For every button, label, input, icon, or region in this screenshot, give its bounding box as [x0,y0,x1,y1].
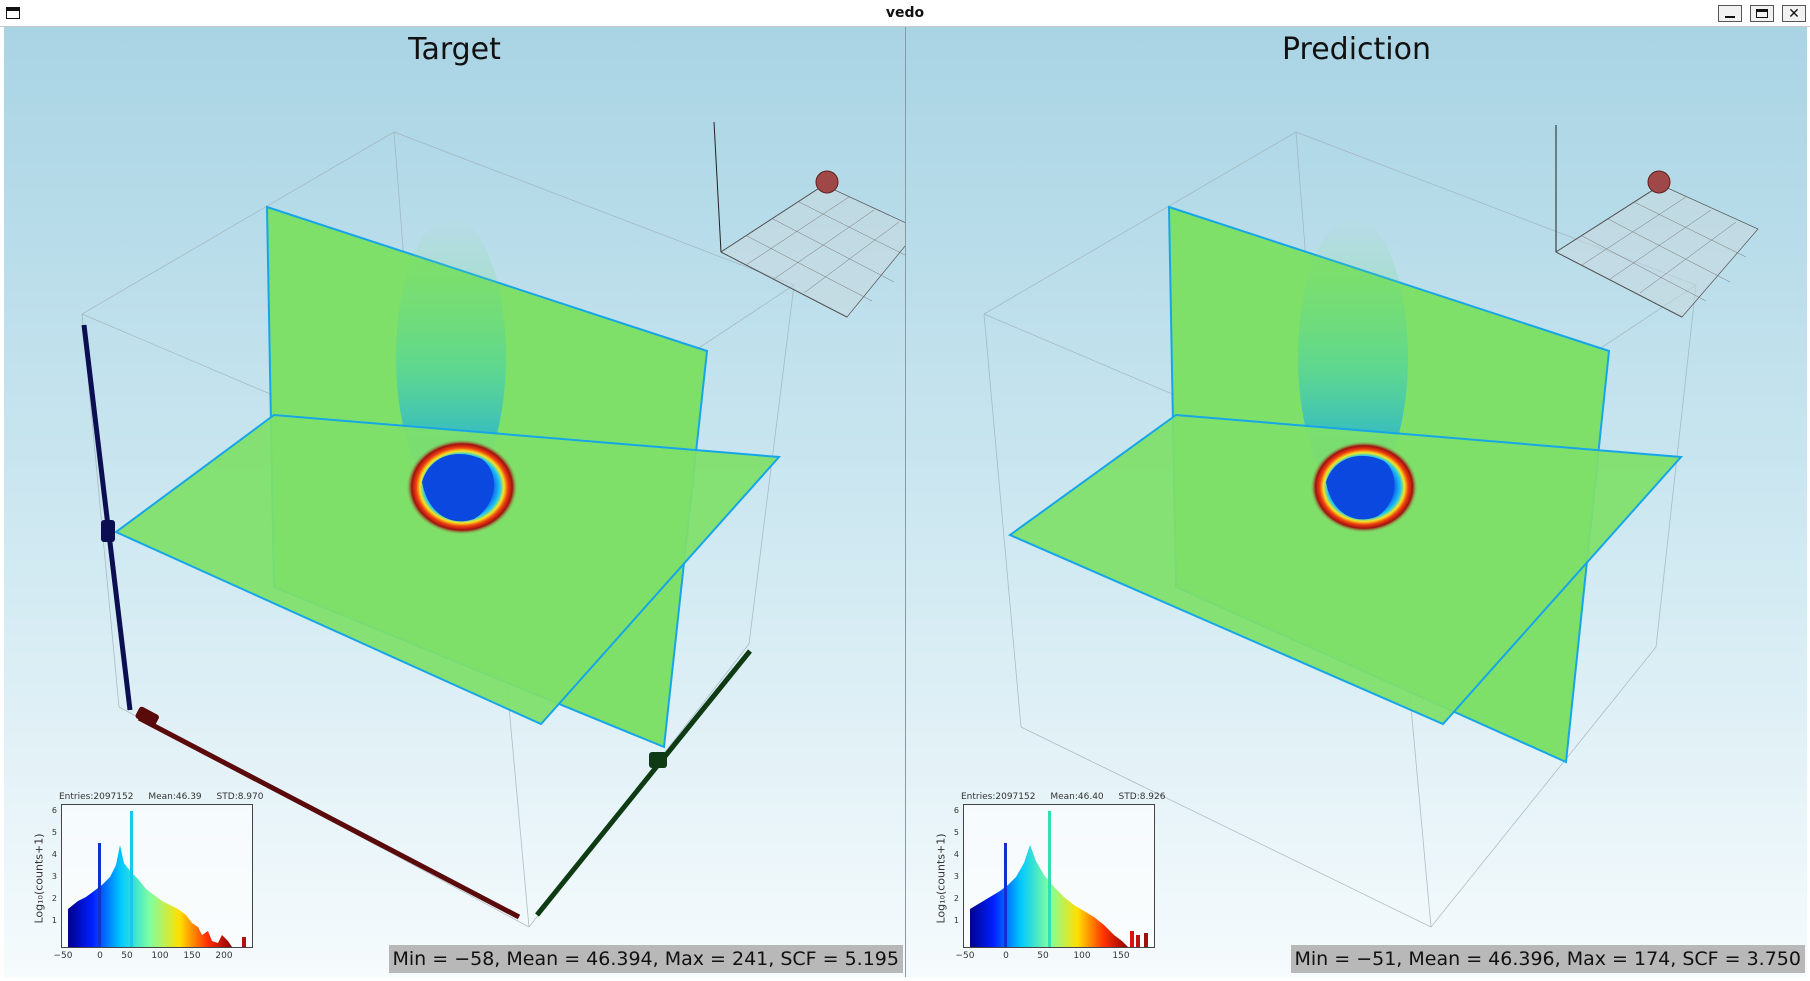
histogram-ylabel: Log₁₀(counts+1) [934,833,948,924]
histogram-mean: Mean:46.39 [148,792,202,802]
histogram-ytick: 5 [953,828,959,837]
axis-z [81,324,133,711]
title-bar: vedo ✕ [0,0,1810,27]
histogram-ytick: 3 [51,872,57,881]
axis-x-handle [135,706,159,727]
histogram-ytick: 6 [953,806,959,815]
stats-readout: Min = −58, Mean = 46.394, Max = 241, SCF… [388,945,903,973]
histogram-xtick: 150 [1112,951,1130,961]
histogram-ytick: 3 [953,872,959,881]
stats-readout: Min = −51, Mean = 46.396, Max = 174, SCF… [1290,945,1805,973]
viewport-divider [905,27,906,977]
histogram-xtick: 150 [183,951,201,961]
histogram-ytick: 2 [51,894,57,903]
histogram-bars [68,811,246,947]
histogram-xtick: 50 [1037,951,1049,961]
histogram-ytick: 1 [51,916,57,925]
histogram-ytick: 4 [51,850,57,859]
histogram-std: STD:8.970 [216,792,264,802]
panel-title: Target [408,32,501,67]
horizontal-slice [114,413,782,726]
histogram-xtick: 0 [1003,951,1009,961]
axis-x [137,715,521,920]
axis-y-handle [649,752,667,768]
histogram-ytick: 6 [51,806,57,815]
horizontal-slice [1007,413,1684,726]
histogram-xtick: 100 [1073,951,1091,961]
scene-prediction[interactable] [906,27,1807,977]
histogram-xtick: 0 [97,951,103,961]
histogram-header: Entries:2097152 Mean:46.39 STD:8.970 [59,792,264,802]
maximize-button[interactable] [1750,5,1774,22]
minimize-icon [1725,15,1735,18]
scene-target[interactable] [4,27,905,977]
histogram-ytick: 5 [51,828,57,837]
histogram-bars [970,811,1148,947]
histogram-xtick: 200 [215,951,233,961]
viewport-prediction[interactable]: Prediction Entries:2097152 Mean:46.40 ST… [906,27,1807,977]
window-title: vedo [885,5,925,21]
close-icon: ✕ [1788,5,1800,22]
orientation-object [1647,170,1671,194]
histogram-ylabel: Log₁₀(counts+1) [32,833,46,924]
histogram-entries: Entries:2097152 [961,792,1036,802]
window-icon[interactable] [6,7,20,19]
orientation-widget [1555,125,1759,318]
histogram-target: Entries:2097152 Mean:46.39 STD:8.970 Log… [29,792,264,972]
axis-z-handle [101,520,115,542]
histogram-xtick: 50 [121,951,133,961]
histogram-ytick: 1 [953,916,959,925]
axis-y [535,649,752,917]
histogram-std: STD:8.926 [1118,792,1166,802]
histogram-xtick: 100 [151,951,169,961]
maximize-icon [1756,9,1768,18]
histogram-prediction: Entries:2097152 Mean:46.40 STD:8.926 Log… [931,792,1166,972]
minimize-button[interactable] [1718,5,1742,22]
viewport-target[interactable]: Target Entries:2097152 Mean:46.39 STD:8.… [4,27,905,977]
histogram-header: Entries:2097152 Mean:46.40 STD:8.926 [961,792,1166,802]
histogram-xtick: −50 [53,951,73,961]
histogram-xtick: −50 [955,951,975,961]
histogram-mean: Mean:46.40 [1050,792,1104,802]
histogram-ytick: 2 [953,894,959,903]
orientation-object [815,170,839,194]
window-frame-bottom [0,977,1810,981]
close-button[interactable]: ✕ [1782,5,1806,22]
histogram-plot [963,804,1155,948]
orientation-widget [713,121,905,318]
panel-title: Prediction [1281,32,1432,67]
histogram-ytick: 4 [953,850,959,859]
histogram-plot [61,804,253,948]
histogram-entries: Entries:2097152 [59,792,134,802]
